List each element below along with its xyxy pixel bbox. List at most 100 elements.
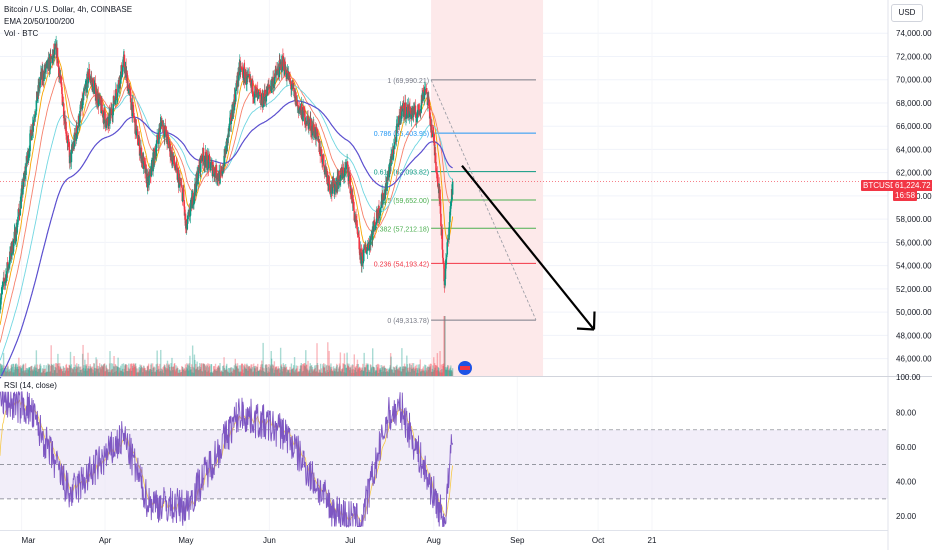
us-flag-icon[interactable] [458, 361, 472, 375]
volume-bar [211, 372, 214, 376]
volume-bar [450, 365, 452, 376]
candle-body [248, 74, 251, 76]
candle-body [282, 59, 285, 71]
candle-body [225, 141, 228, 154]
volume-bar [234, 369, 236, 376]
candle-body [200, 155, 202, 161]
volume-bar [140, 364, 143, 376]
ema-legend[interactable]: EMA 20/50/100/200 [4, 17, 75, 26]
candle-body [212, 166, 215, 175]
volume-bar [142, 365, 145, 376]
volume-bar [156, 369, 158, 376]
volume-bar [331, 371, 333, 376]
volume-bar [149, 368, 151, 376]
volume-bar [182, 369, 184, 376]
volume-bar [392, 372, 394, 376]
volume-bar [356, 359, 359, 376]
volume-bar [326, 369, 329, 376]
candle-body [221, 167, 224, 175]
volume-bar [375, 364, 377, 376]
candle-body [245, 71, 247, 85]
volume-bar [135, 366, 137, 376]
candle-body [407, 114, 409, 118]
volume-bar [65, 365, 67, 376]
volume-bar [151, 369, 153, 376]
candle-body [329, 190, 331, 193]
time-axis[interactable]: Mar Apr May Jun Jul Aug Sep Oct 21 [22, 536, 657, 545]
candle-body [36, 91, 39, 102]
candle-body [148, 176, 150, 186]
volume-bar [78, 366, 80, 376]
volume-bar [275, 366, 278, 376]
volume-bar [76, 363, 78, 376]
candle-body [384, 183, 387, 190]
volume-bar [197, 366, 199, 376]
candle-body [175, 162, 178, 166]
volume-bar [217, 365, 219, 376]
volume-bar [155, 364, 157, 376]
candle-body [104, 111, 106, 120]
volume-bar [23, 364, 25, 376]
volume-bar [117, 367, 120, 376]
candle-body [27, 154, 30, 161]
volume-bar [428, 364, 430, 376]
candle-body [444, 279, 446, 285]
volume-bar [133, 365, 135, 376]
volume-bar [219, 363, 221, 376]
volume-legend[interactable]: Vol · BTC [4, 29, 39, 38]
forecast-arrow[interactable] [461, 165, 596, 331]
volume-bar [407, 367, 409, 376]
volume-bar [225, 365, 228, 376]
volume-bar [419, 359, 421, 376]
volume-bar [80, 366, 82, 376]
volume-bar [16, 366, 18, 376]
candle-body [13, 231, 16, 239]
volume-bar [38, 364, 41, 376]
volume-bar [165, 363, 168, 376]
candle-body [109, 113, 111, 124]
volume-bar [386, 371, 388, 376]
volume-bar [316, 363, 319, 376]
volume-bar [205, 367, 207, 376]
volume-bar [138, 372, 140, 376]
candle-body [243, 67, 246, 70]
fib-level-label: 0.5 (59,652.00) [382, 198, 429, 205]
candle-body [396, 123, 398, 127]
volume-bar [88, 366, 90, 376]
volume-bar [170, 366, 173, 376]
candle-body [125, 66, 127, 78]
volume-bar [443, 316, 446, 376]
fib-level-label: 0.382 (57,212.18) [374, 226, 429, 233]
candle-body [292, 83, 295, 89]
candle-body [238, 75, 240, 81]
volume-bar [295, 368, 297, 376]
volume-bar [438, 371, 440, 376]
volume-bar [157, 366, 160, 376]
volume-bar [370, 368, 373, 376]
rsi-legend[interactable]: RSI (14, close) [4, 381, 57, 390]
volume-bar [267, 371, 269, 376]
volume-bar [314, 365, 316, 376]
volume-bar [204, 364, 206, 376]
volume-bar [323, 367, 326, 376]
candle-body [119, 71, 122, 84]
volume-bar [164, 365, 166, 376]
currency-button[interactable]: USD [891, 4, 923, 22]
volume-bar [124, 365, 126, 376]
volume-bar [270, 366, 272, 376]
volume-bar [253, 368, 256, 376]
time-tick-label: Jul [345, 536, 355, 545]
volume-bar [148, 371, 150, 376]
volume-bar [159, 370, 162, 376]
volume-bar [188, 363, 191, 376]
volume-bar [308, 369, 311, 376]
candle-body [3, 277, 5, 282]
candle-body [118, 80, 120, 86]
candle-body [84, 85, 87, 87]
volume-bar [26, 367, 29, 376]
candle-body [128, 89, 130, 94]
rsi-tick-label: 100.00 [896, 373, 921, 382]
volume-bar [266, 364, 268, 376]
